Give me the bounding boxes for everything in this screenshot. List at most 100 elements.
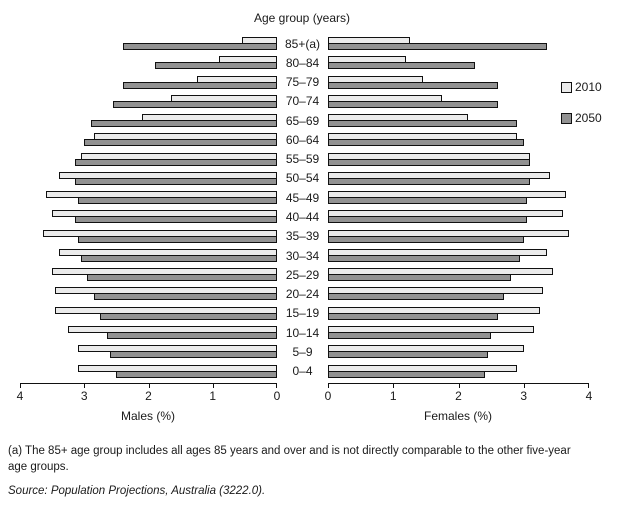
age-group-label: 35–39 [285,229,320,244]
female-axis-tick [328,384,329,388]
legend-swatch-2050-icon [561,112,572,124]
age-group-label: 55–59 [285,152,320,167]
female-axis-title: Females (%) [423,409,493,423]
female-bar-2050 [328,235,524,243]
pyramid-row-female [328,55,589,74]
male-bar-2050 [122,81,277,89]
male-bar-2050 [109,351,277,359]
female-bar-2050 [328,120,518,128]
male-axis-tick-label: 3 [80,389,88,403]
pyramid-row-male [20,325,277,344]
male-bar-2050 [113,100,277,108]
male-bar-2050 [100,312,277,320]
female-axis: 0 1 2 3 4 [325,383,592,403]
pyramid-row-female [328,36,589,55]
female-bar-2050 [328,100,498,108]
male-axis-tick [212,384,214,388]
pyramid-row-male [20,132,277,151]
female-bar-2050 [328,177,531,185]
female-plot [328,36,589,383]
age-group-label: 65–69 [285,113,320,128]
male-bar-2050 [106,331,277,339]
male-bar-2050 [154,62,277,70]
male-axis-title: Males (%) [120,409,176,423]
female-axis-tick-label: 0 [324,389,332,403]
legend-label-2050: 2050 [575,111,602,125]
age-group-label: 60–64 [285,132,320,147]
female-bar-2050 [328,312,498,320]
legend: 2010 2050 [561,80,602,142]
source-note: Source: Population Projections, Australi… [8,485,266,497]
age-group-label: 85+(a) [284,36,321,51]
pyramid-row-male [20,113,277,132]
female-bar-2050 [328,81,498,89]
pyramid-row-male [20,286,277,305]
male-axis-tick [84,384,86,388]
pyramid-row-male [20,267,277,286]
age-group-label: 15–19 [285,306,320,321]
age-group-label: 25–29 [285,267,320,282]
age-group-label: 45–49 [285,190,320,205]
male-bar-2050 [93,293,277,301]
pyramid-row-male [20,364,277,383]
male-axis-tick-label: 4 [16,389,24,403]
female-axis-tick-label: 3 [520,389,528,403]
male-axis-tick [20,384,21,388]
pyramid-row-female [328,190,589,209]
male-axis-tick-label: 1 [209,389,217,403]
footnote: (a) The 85+ age group includes all ages … [8,445,571,473]
female-bar-2050 [328,139,524,147]
age-group-label: 0–4 [292,364,313,379]
male-bar-2050 [122,43,277,50]
female-bar-2050 [328,254,521,262]
age-group-label: 20–24 [285,287,320,302]
pyramid-row-female [328,286,589,305]
female-axis-tick-label: 2 [455,389,462,403]
female-bar-2050 [328,370,485,378]
pyramid-row-female [328,171,589,190]
pyramid-row-male [20,229,277,248]
age-group-label: 40–44 [285,210,320,225]
female-axis-tick [588,384,589,388]
female-bar-2050 [328,331,492,339]
age-group-label: 70–74 [285,94,320,109]
female-bar-2050 [328,197,527,205]
female-axis-tick [458,384,460,388]
pyramid-row-female [328,229,589,248]
pyramid-row-female [328,248,589,267]
age-group-labels: 85+(a) 80–84 75–79 70–74 65–69 60–64 55–59 50–5… [277,34,328,381]
legend-item-2050: 2050 [561,111,602,125]
legend-label-2010: 2010 [575,80,602,94]
female-bar-2050 [328,293,505,301]
male-axis-tick-label: 2 [145,389,152,403]
male-bar-2050 [74,177,277,185]
male-axis-tick [276,384,277,388]
pyramid-row-male [20,344,277,363]
female-axis-tick [523,384,525,388]
legend-item-2010: 2010 [561,80,602,94]
pyramid-row-female [328,306,589,325]
male-bar-2050 [116,370,277,378]
pyramid-row-female [328,344,589,363]
female-bar-2050 [328,62,475,70]
pyramid-row-female [328,132,589,151]
pyramid-row-male [20,190,277,209]
male-plot [20,36,277,383]
male-bar-2050 [77,235,277,243]
male-bar-2050 [74,158,277,166]
male-bar-2050 [84,139,277,147]
male-bar-2050 [87,274,277,282]
pyramid-row-female [328,209,589,228]
female-bar-2050 [328,216,527,224]
pyramid-row-male [20,209,277,228]
female-bar-2050 [328,351,488,359]
pyramid-row-female [328,94,589,113]
male-bar-2050 [90,120,277,128]
age-group-label: 80–84 [285,55,320,70]
pyramid-row-female [328,152,589,171]
pyramid-row-female [328,113,589,132]
age-group-label: 10–14 [285,325,320,340]
pyramid-row-female [328,267,589,286]
female-axis-tick-label: 1 [389,389,397,403]
